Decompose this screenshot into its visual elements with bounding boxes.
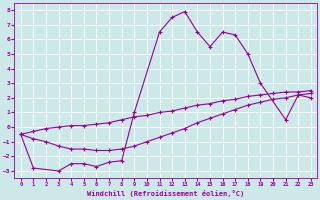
X-axis label: Windchill (Refroidissement éolien,°C): Windchill (Refroidissement éolien,°C) xyxy=(87,190,244,197)
